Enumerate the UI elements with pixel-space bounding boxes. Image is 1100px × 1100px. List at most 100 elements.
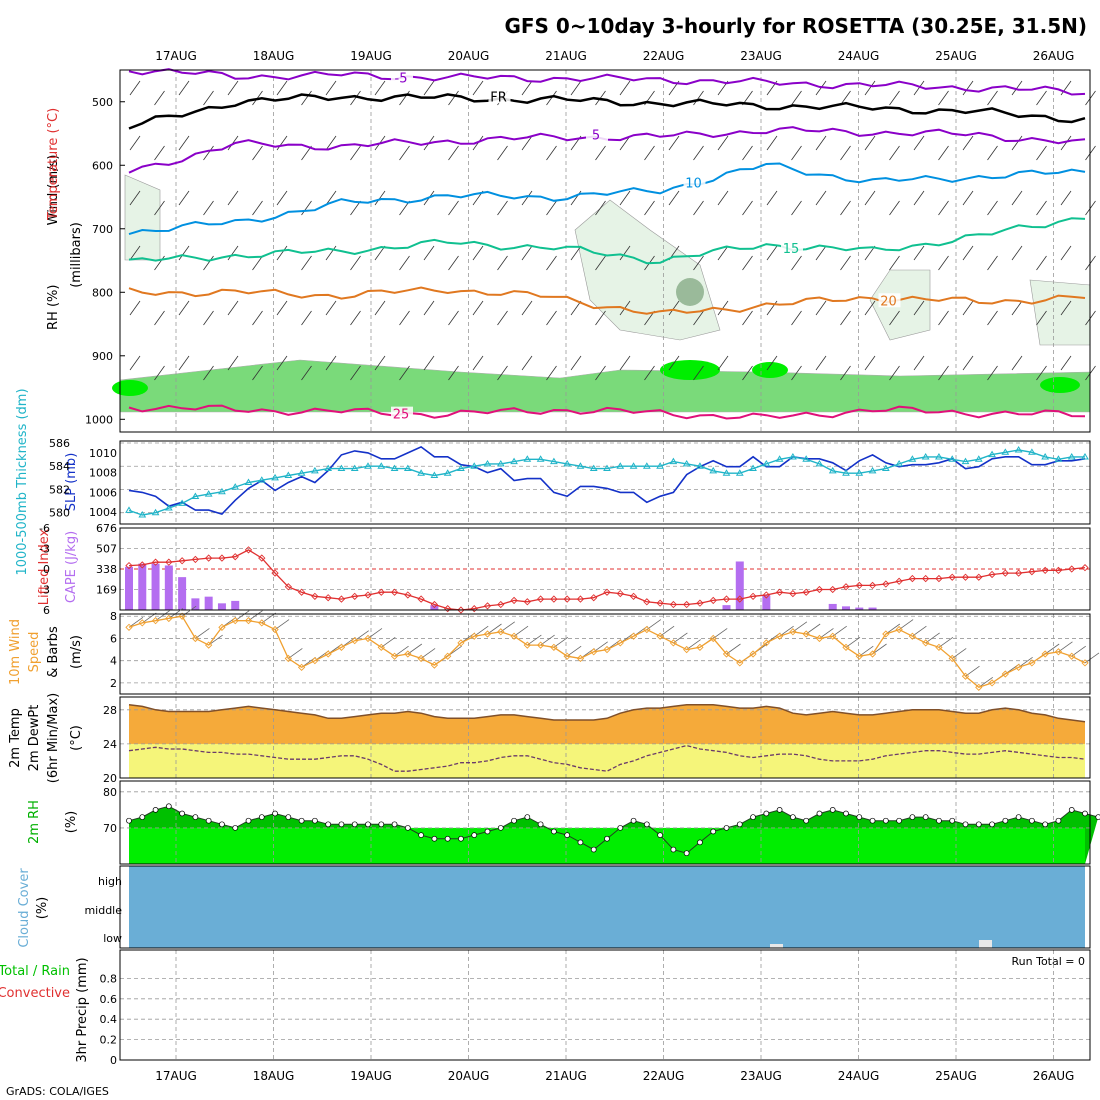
- wind-barb: [889, 145, 900, 161]
- rh2m-point: [298, 817, 305, 824]
- li-point: [643, 598, 651, 606]
- li-point: [390, 588, 399, 596]
- date-label-bottom: 25AUG: [935, 1069, 977, 1083]
- precip-tick: 0.8: [100, 972, 118, 985]
- rh2m-point: [258, 814, 265, 820]
- rh2m-point: [975, 821, 982, 828]
- wind-barb: [668, 190, 680, 206]
- date-label-top: 18AUG: [253, 49, 295, 63]
- wind-point: [218, 623, 226, 631]
- li-point: [669, 600, 678, 609]
- svg-text:Cloud Cover: Cloud Cover: [17, 868, 32, 948]
- wind-point: [324, 650, 332, 658]
- thickness-point: [974, 455, 983, 462]
- rh2m-point: [458, 835, 464, 842]
- date-label-bottom: 18AUG: [253, 1069, 295, 1083]
- wind-barb: [252, 200, 263, 216]
- li-point: [218, 554, 226, 562]
- wind-tick: 4: [110, 655, 117, 668]
- li-point: [696, 599, 704, 607]
- cloud-gap: [979, 940, 992, 948]
- wind-barb: [791, 365, 802, 381]
- wind-barb: [420, 648, 436, 659]
- wind-barb: [527, 634, 542, 646]
- date-label-top: 23AUG: [740, 49, 782, 63]
- wind-barb: [1060, 245, 1072, 261]
- wind-barb: [546, 310, 557, 326]
- li-point: [231, 553, 239, 561]
- svg-text:Speed: Speed: [27, 632, 42, 673]
- slp-frame: [119, 440, 1091, 525]
- wind-barb: [693, 255, 704, 271]
- thickness-point: [244, 478, 253, 485]
- wind-barb: [178, 300, 190, 316]
- wind-barb: [203, 145, 214, 161]
- rh2m-point: [351, 821, 358, 828]
- wind-barb: [448, 200, 459, 216]
- wind-barb: [938, 365, 949, 381]
- li-point: [1028, 568, 1036, 576]
- rh2m-point: [790, 814, 796, 820]
- thickness-point: [324, 464, 333, 472]
- date-label-bottom: 26AUG: [1033, 1069, 1075, 1083]
- svg-text:10m Wind: 10m Wind: [8, 619, 23, 685]
- cloud-frame: [119, 865, 1091, 949]
- wind-barb: [889, 365, 900, 381]
- thickness-point: [908, 455, 917, 462]
- cape-bar: [178, 577, 187, 610]
- wind-barb: [154, 255, 165, 271]
- thickness-point: [1041, 452, 1050, 460]
- wind-barb: [128, 617, 144, 628]
- thickness-point: [948, 455, 957, 462]
- wind-barb: [154, 145, 165, 161]
- wind-point: [908, 632, 917, 640]
- rh2m-point: [471, 832, 478, 838]
- date-label-bottom: 21AUG: [545, 1069, 587, 1083]
- wind-barb: [227, 245, 239, 261]
- wind-barb: [178, 355, 190, 371]
- rh2m-point: [856, 814, 863, 820]
- thickness-point: [895, 459, 903, 467]
- wind-barb: [913, 80, 925, 96]
- thickness-point: [257, 476, 266, 483]
- svg-text:2m DewPt: 2m DewPt: [27, 705, 42, 772]
- wind-point: [510, 632, 518, 640]
- upper-air-ylabel: Wind (m/s) Temperature (°C) RH (%) (mill…: [46, 108, 84, 330]
- wind-barb: [644, 365, 655, 381]
- wind-barb: [1058, 641, 1073, 653]
- wind-point: [337, 643, 346, 651]
- wind-barb: [889, 90, 900, 106]
- wind-barb: [487, 623, 502, 635]
- precip-frame: [119, 949, 1091, 1061]
- wind-barb: [521, 300, 533, 316]
- wind-barb: [913, 190, 925, 206]
- wind-point: [231, 617, 239, 625]
- li-point: [882, 580, 890, 588]
- rh2m-point: [723, 825, 730, 831]
- rh2m-frame: [119, 780, 1091, 865]
- date-label-top: 26AUG: [1033, 49, 1075, 63]
- wind-barb: [1036, 310, 1047, 326]
- wind-barb: [1060, 300, 1072, 316]
- precip-tick: 0.6: [100, 993, 118, 1006]
- rh2m-point: [444, 835, 451, 842]
- wind-point: [457, 639, 465, 647]
- rh2m-point: [564, 832, 571, 838]
- wind-barb: [570, 300, 582, 316]
- li-point: [483, 602, 492, 610]
- li-point: [842, 583, 850, 591]
- cape-tick: 676: [96, 522, 117, 535]
- wind-barb: [840, 255, 851, 271]
- pressure-tick: 1000: [85, 413, 113, 426]
- rh2m-point: [524, 814, 531, 820]
- thickness-point: [350, 464, 359, 472]
- wind-point: [364, 634, 372, 643]
- li-point: [444, 604, 452, 613]
- slp-tick: 1004: [89, 506, 117, 519]
- wind-point: [988, 679, 996, 687]
- rh2m-area: [129, 827, 1085, 864]
- wind-point: [151, 617, 160, 625]
- thickness-point: [271, 473, 279, 481]
- cape-tick: 507: [96, 543, 117, 556]
- svg-text:2m RH: 2m RH: [27, 800, 42, 844]
